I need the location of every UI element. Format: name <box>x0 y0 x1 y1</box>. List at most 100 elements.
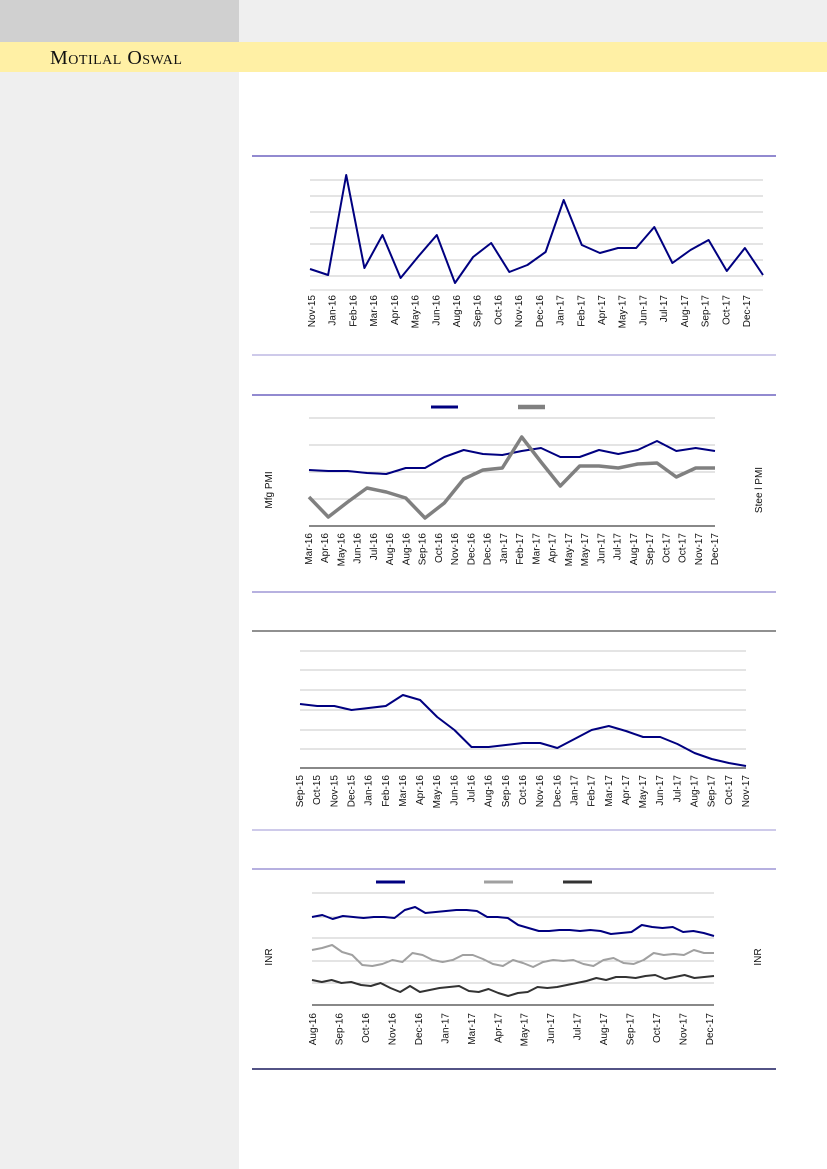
x-tick-label: Mar-17 <box>531 533 542 565</box>
x-tick-label: Nov-17 <box>679 1013 690 1046</box>
x-tick-label: Aug-16 <box>401 533 412 566</box>
x-tick-label: Mar-17 <box>467 1013 478 1045</box>
x-tick-label: Oct-17 <box>661 533 672 563</box>
x-tick-label: Jan-17 <box>440 1013 451 1044</box>
x-tick-label: Nov-17 <box>694 533 705 566</box>
x-tick-label: Jun-16 <box>449 775 460 806</box>
x-tick-label: Dec-17 <box>710 533 721 566</box>
x-tick-label: Aug-17 <box>629 533 640 566</box>
header-block-left <box>0 0 239 42</box>
x-tick-label: Feb-17 <box>587 775 598 807</box>
x-tick-label: Jan-17 <box>556 295 567 326</box>
x-tick-label: Sep-16 <box>418 533 429 566</box>
x-tick-label: Dec-15 <box>346 775 357 808</box>
series-line-2 <box>311 974 715 997</box>
x-tick-label: Jul-17 <box>659 295 670 323</box>
x-tick-label: Dec-16 <box>535 295 546 328</box>
y-axis-label: Mfg PMI <box>264 471 275 508</box>
x-tick-label: Sep-15 <box>295 775 306 808</box>
x-tick-label: Oct-16 <box>434 533 445 563</box>
series-line-1 <box>311 944 714 968</box>
x-tick-label: Aug-17 <box>680 295 691 328</box>
x-tick-label: Dec-17 <box>742 295 753 328</box>
x-tick-label: Jul-16 <box>369 533 380 561</box>
series-line-0 <box>299 694 747 767</box>
left-margin <box>0 0 239 1169</box>
series-line-0 <box>309 174 764 284</box>
x-tick-label: Oct-16 <box>493 295 504 325</box>
x-tick-label: May-17 <box>564 533 575 567</box>
x-tick-label: Feb-16 <box>381 775 392 807</box>
x-tick-label: Oct-17 <box>652 1013 663 1043</box>
x-tick-label: Nov-16 <box>387 1013 398 1046</box>
x-tick-label: Aug-16 <box>452 295 463 328</box>
x-tick-label: Apr-16 <box>320 533 331 563</box>
x-tick-label: Sep-17 <box>626 1013 637 1046</box>
x-tick-label: Nov-15 <box>329 775 340 808</box>
x-tick-label: Sep-17 <box>701 295 712 328</box>
x-tick-label: Mar-16 <box>398 775 409 807</box>
x-tick-label: Dec-16 <box>552 775 563 808</box>
x-tick-label: Feb-17 <box>515 533 526 565</box>
x-tick-label: Jul-17 <box>573 1013 584 1041</box>
x-tick-label: Apr-17 <box>493 1013 504 1043</box>
x-tick-label: May-17 <box>580 533 591 567</box>
x-tick-label: May-17 <box>638 775 649 809</box>
x-tick-label: Sep-16 <box>473 295 484 328</box>
x-tick-label: Oct-17 <box>721 295 732 325</box>
x-tick-label: Jun-16 <box>431 295 442 326</box>
x-tick-label: Dec-17 <box>705 1013 716 1046</box>
x-tick-label: Jun-17 <box>596 533 607 564</box>
x-tick-label: Mar-16 <box>304 533 315 565</box>
x-tick-label: Oct-16 <box>361 1013 372 1043</box>
x-tick-label: May-17 <box>520 1013 531 1047</box>
x-tick-label: Sep-17 <box>645 533 656 566</box>
x-tick-label: Jun-17 <box>546 1013 557 1044</box>
x-tick-label: May-17 <box>618 295 629 329</box>
x-tick-label: Jun-17 <box>638 295 649 326</box>
x-tick-label: Aug-16 <box>385 533 396 566</box>
x-tick-label: Jun-17 <box>655 775 666 806</box>
x-tick-label: Sep-16 <box>501 775 512 808</box>
x-tick-label: Nov-16 <box>450 533 461 566</box>
x-tick-label: Jun-16 <box>353 533 364 564</box>
x-tick-label: Mar-16 <box>369 295 380 327</box>
series-line-1 <box>307 435 715 520</box>
x-tick-label: Jul-17 <box>672 775 683 803</box>
series-line-0 <box>308 440 716 475</box>
x-tick-label: Nov-15 <box>307 295 318 328</box>
x-tick-label: Oct-15 <box>312 775 323 805</box>
x-tick-label: Jul-16 <box>467 775 478 803</box>
x-tick-label: Jan-16 <box>328 295 339 326</box>
x-tick-label: Apr-17 <box>597 295 608 325</box>
x-tick-label: Apr-17 <box>548 533 559 563</box>
x-tick-label: Oct-16 <box>518 775 529 805</box>
x-tick-label: Apr-16 <box>415 775 426 805</box>
x-tick-label: Aug-17 <box>690 775 701 808</box>
x-tick-label: Jul-17 <box>613 533 624 561</box>
x-tick-label: Dec-16 <box>466 533 477 566</box>
x-tick-label: Oct-17 <box>724 775 735 805</box>
x-tick-label: Jan-17 <box>499 533 510 564</box>
x-tick-label: Apr-16 <box>390 295 401 325</box>
x-tick-label: Dec-16 <box>414 1013 425 1046</box>
y-axis-label: INR <box>264 948 275 965</box>
x-tick-label: Feb-16 <box>348 295 359 327</box>
x-tick-label: Apr-17 <box>621 775 632 805</box>
header-block-right <box>239 0 827 42</box>
x-tick-label: Oct-17 <box>678 533 689 563</box>
y2-axis-label: INR <box>753 948 764 965</box>
x-tick-label: Aug-17 <box>599 1013 610 1046</box>
brand-band <box>0 42 827 72</box>
x-tick-label: Sep-16 <box>334 1013 345 1046</box>
x-tick-label: Feb-17 <box>576 295 587 327</box>
x-tick-label: May-16 <box>336 533 347 567</box>
x-tick-label: Nov-16 <box>535 775 546 808</box>
x-tick-label: Jan-17 <box>569 775 580 806</box>
x-tick-label: Aug-16 <box>484 775 495 808</box>
x-tick-label: Nov-16 <box>514 295 525 328</box>
x-tick-label: May-16 <box>411 295 422 329</box>
x-tick-label: Sep-17 <box>707 775 718 808</box>
x-tick-label: Jan-16 <box>364 775 375 806</box>
